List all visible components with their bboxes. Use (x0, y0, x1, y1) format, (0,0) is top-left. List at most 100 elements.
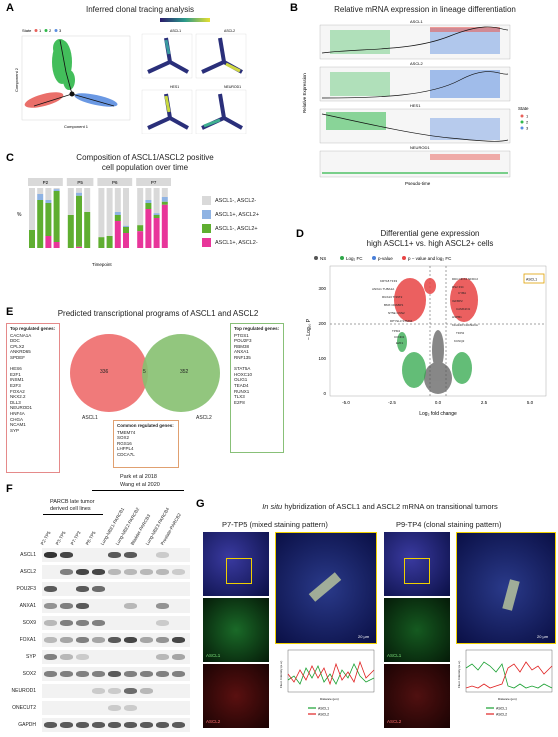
blot-row (42, 701, 190, 715)
blot-band (156, 552, 169, 558)
bar-segment (161, 204, 168, 248)
protein-label: GAPDH (18, 722, 36, 728)
gene-name: LHFPL4 (117, 446, 134, 452)
gene-name: SYP (10, 427, 20, 433)
blot-band (108, 671, 121, 677)
gene-name: ANKRD65 (10, 349, 31, 355)
blot-band (140, 671, 153, 677)
protein-label: ONECUT2 (12, 705, 36, 711)
panel-a-title: Inferred clonal tracing analysis (85, 5, 195, 14)
blot-row (42, 718, 190, 732)
blot-row (42, 684, 190, 698)
volcano-legend: NS Log₂ FC p-value p − value and log₂ FC (314, 256, 452, 261)
blot-band (60, 603, 73, 609)
gene-name: E2F8 (234, 399, 245, 405)
blot-band (92, 688, 105, 694)
blot-band (108, 705, 121, 711)
bar-segment (114, 215, 121, 221)
group2-label-2: Wang et al 2020 (120, 482, 160, 488)
gene-name: NKX2.2 (10, 394, 26, 400)
group2-label-1: Park et al 2018 (120, 474, 157, 480)
blot-row (42, 565, 190, 579)
merge-thumb-right (384, 532, 450, 596)
panel-b-expression-plot: Relative Expression ASCL1 ASCL2 HES1 NEU… (302, 19, 529, 186)
blot-band (44, 637, 57, 643)
bar-segment (76, 192, 82, 196)
gene-name: FOXA2 (10, 388, 25, 394)
panel-b-letter: B (290, 2, 298, 14)
bar-segment (145, 200, 152, 203)
blot-band (92, 722, 105, 728)
log2fc-label: Log₂ fold change (419, 411, 457, 417)
svg-text:KCNQ2: KCNQ2 (454, 339, 465, 343)
gene-name: CPLX2 (10, 343, 25, 349)
bar-segment (98, 188, 105, 238)
blot-band (172, 654, 185, 660)
ascl1-thumb-right (384, 598, 450, 662)
svg-text:ASCL2: ASCL2 (318, 713, 329, 717)
bar-segment (114, 188, 121, 212)
blot-band (172, 569, 185, 575)
blot-band (76, 603, 89, 609)
venn-ascl2-label: ASCL2 (196, 415, 212, 421)
panel-f-letter: F (6, 483, 13, 495)
legend-swatch (202, 196, 211, 205)
svg-text:BMX CRABP1: BMX CRABP1 (384, 303, 404, 307)
panel-d-volcano-plot: NS Log₂ FC p-value p − value and log₂ FC… (306, 256, 547, 417)
panel-c-title-2: cell population over time (101, 163, 189, 172)
bar-segment (37, 194, 44, 200)
log2fc-points (397, 332, 472, 388)
group1-label-1: PARCB late tumor (50, 499, 95, 505)
blot-band (60, 654, 73, 660)
blot-band (140, 637, 153, 643)
svg-text:2.5: 2.5 (481, 400, 488, 405)
state-legend-label: State (22, 28, 32, 33)
bar-segment (123, 188, 129, 226)
svg-text:2: 2 (526, 120, 529, 125)
blot-band (140, 722, 153, 728)
svg-text:-2.5: -2.5 (388, 400, 396, 405)
gene-name: HNF4A (10, 410, 25, 416)
intensity-plot-right: Fluor. Intensity (a.u.) Distance (µm) AS… (457, 649, 553, 717)
blot-band (60, 637, 73, 643)
bar-segment (161, 201, 168, 205)
svg-text:Log₂ FC: Log₂ FC (346, 256, 363, 261)
gene-strip-hes1: HES1 (319, 103, 511, 144)
facet-label: P5 (77, 180, 83, 185)
svg-text:TPM4: TPM4 (392, 329, 400, 333)
bar-segment (67, 188, 74, 215)
blot-band (76, 637, 89, 643)
bar-segment (137, 188, 144, 226)
blot-band (156, 620, 169, 626)
bar-segment (161, 188, 168, 197)
gene-name: CDCA7L (117, 451, 135, 457)
gene-name: DLL3 (10, 399, 21, 405)
blot-band (92, 637, 105, 643)
sig-points (394, 278, 478, 322)
bar-segment (76, 188, 82, 193)
svg-text:ASCL1: ASCL1 (318, 707, 329, 711)
bar-segment (153, 213, 160, 215)
gene-name: OLIG1 (234, 377, 248, 383)
svg-text:KRT18 TFF3: KRT18 TFF3 (380, 279, 398, 283)
panel-c-stacked-bars: % P2 P5 P6 P7 Timepoint (17, 178, 171, 267)
svg-text:p − value and log₂ FC: p − value and log₂ FC (408, 256, 452, 261)
blot-band (76, 722, 89, 728)
panel-b-title: Relative mRNA expression in lineage diff… (334, 5, 516, 14)
panel-a-gene-subplots: ASCL1 ASCL2 HES1 NEUROD1 (141, 18, 247, 134)
facet-label: P6 (112, 180, 118, 185)
bar-segment (106, 236, 113, 248)
gene-name: PTGS1 (234, 332, 249, 338)
svg-text:NS: NS (320, 256, 326, 261)
ns-points (424, 330, 452, 394)
svg-text:0: 0 (323, 391, 326, 396)
blot-band (108, 569, 121, 575)
bar-segment (123, 225, 129, 227)
venn-ascl2-circle (142, 334, 220, 412)
blot-band (156, 637, 169, 643)
bar-segment (137, 231, 144, 248)
blot-band (92, 569, 105, 575)
bar-segment (153, 218, 160, 248)
blot-band (92, 671, 105, 677)
blot-band (44, 671, 57, 677)
